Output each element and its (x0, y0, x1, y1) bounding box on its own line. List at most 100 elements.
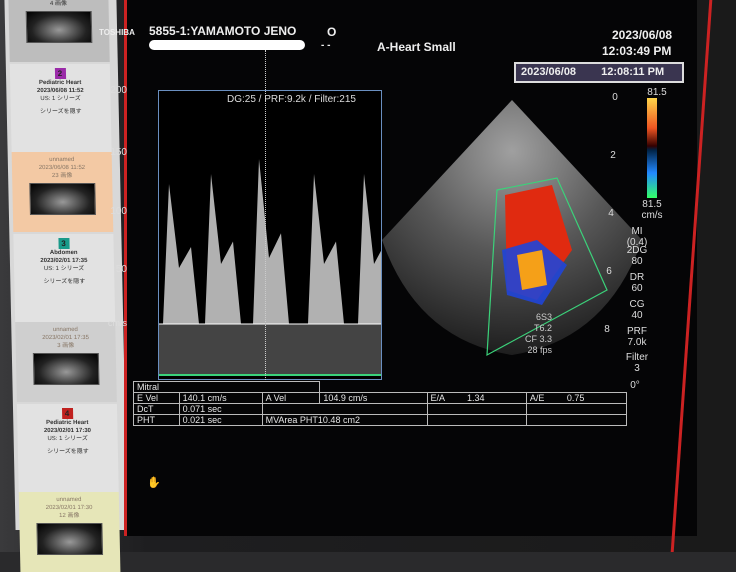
color-roi-box[interactable] (486, 177, 608, 357)
param-prf: PRF 7.0k (617, 326, 657, 348)
frozen-date: 2023/06/08 (521, 66, 577, 78)
param-filter: Filter 3 (617, 352, 657, 374)
y-tick: 200 (110, 85, 127, 96)
series-thumbnail[interactable] (25, 11, 93, 43)
cursor-hand-icon: ✋ (147, 477, 161, 489)
series-date: 2023/02/01 17:30 (45, 505, 93, 511)
param-value: (0.4) (626, 237, 648, 248)
depth-mark: 8 (604, 324, 610, 335)
hide-series-link[interactable]: シリーズを隠す (46, 449, 89, 455)
preset-name: A-Heart Small (377, 40, 456, 54)
param-label: DR (629, 272, 645, 283)
scale-unit: cm/s (641, 210, 663, 221)
param-2dg: 2DG 80 (617, 245, 657, 267)
series-card[interactable]: unnamed 2023/02/01 17:30 12 画像 (18, 492, 121, 572)
param-dr: DR 60 (617, 272, 657, 294)
reverse-flow-noise (159, 324, 381, 374)
y-tick: 50 (115, 264, 127, 275)
echo-sector-image (382, 100, 642, 357)
doppler-envelope (205, 174, 241, 324)
series-thumbnail[interactable] (36, 523, 104, 555)
image-count: 3 画像 (57, 343, 75, 349)
param-label: Filter (625, 352, 649, 363)
param-mi: MI (0.4) (617, 226, 657, 248)
param-cg: CG 40 (617, 299, 657, 321)
a-vel-label: A Vel (261, 392, 321, 404)
depth-mark: 4 (608, 208, 614, 219)
series-card[interactable]: unnamed 2023/06/08 11:52 23 画像 (11, 152, 114, 232)
param-value: 60 (631, 283, 643, 294)
frame-rate: 28 fps (527, 345, 553, 355)
series-name: unnamed (56, 497, 82, 503)
study-number-badge: 2 (54, 68, 66, 79)
param-label: MI (631, 226, 643, 237)
velocity-unit: cm/s (108, 318, 127, 328)
patient-name: 5855-1:YAMAMOTO JENO (149, 24, 297, 38)
ultrasound-screen: TOSHIBA 5855-1:YAMAMOTO JENO O - - A-Hea… (99, 0, 697, 536)
dots: - - (321, 40, 331, 51)
spectral-doppler-panel[interactable]: DG:25 / PRF:9.2k / Filter:215 (158, 90, 394, 380)
pht-label: PHT (133, 414, 180, 426)
color-velocity-scale (647, 98, 657, 198)
mva-label: MVArea PHT (265, 415, 318, 425)
study-name: Pediatric Heart (46, 420, 89, 426)
study-card[interactable]: 2 Pediatric Heart 2023/06/08 11:52 US: 1… (9, 64, 112, 152)
angle-correction: 0° (630, 380, 640, 391)
time: 12:03:49 PM (602, 44, 672, 58)
series-thumbnail[interactable] (29, 183, 96, 215)
param-label: 2DG (626, 245, 648, 256)
study-number-badge: 4 (61, 408, 73, 419)
param-label: CG (629, 299, 645, 310)
image-count: 12 画像 (59, 513, 80, 519)
study-date: 2023/02/01 17:30 (43, 428, 92, 434)
doppler-envelope (308, 174, 344, 324)
sample-cursor-line[interactable] (265, 50, 266, 380)
study-date: 2023/06/08 11:52 (36, 88, 84, 94)
y-tick: 100 (110, 206, 127, 217)
series-thumbnail[interactable] (32, 353, 100, 385)
image-count: 23 画像 (51, 173, 73, 179)
scale-max: 81.5 (647, 87, 667, 98)
ae-label: A/E (529, 393, 545, 403)
hide-series-link[interactable]: シリーズを隠す (39, 109, 82, 115)
dct-value: 0.071 (182, 404, 206, 414)
doppler-envelope (253, 159, 289, 324)
e-vel-label: E Vel (133, 392, 180, 404)
param-label: PRF (627, 326, 647, 337)
param-value: 3 (634, 363, 640, 374)
series-count: US: 1 シリーズ (47, 436, 88, 442)
dct-unit: sec (207, 404, 222, 414)
series-card[interactable]: unnamed 2023/02/01 17:35 3 画像 (15, 322, 117, 402)
series-date: 2023/06/08 11:52 (38, 165, 86, 171)
a-vel-value: 104.9 (323, 393, 346, 403)
param-value: 7.0k (627, 337, 647, 348)
ea-label: E/A (430, 393, 445, 403)
param-value: 40 (631, 310, 643, 321)
study-name: Abdomen (49, 250, 78, 256)
date: 2023/06/08 (612, 28, 673, 42)
a-vel-unit: cm/s (348, 393, 368, 403)
study-card[interactable]: 3 Abdomen 2023/02/01 17:35 US: 1 シリーズ シリ… (13, 234, 116, 322)
color-frequency: CF 3.3 (525, 334, 553, 344)
mva-value: 10.48 (317, 415, 341, 425)
probe-info: 6S3 T6.2 CF 3.3 28 fps (525, 312, 552, 356)
patient-id-redaction (149, 40, 305, 50)
image-count: 4 画像 (49, 1, 68, 7)
marker: O (327, 25, 337, 39)
depth-mark: 6 (606, 266, 612, 277)
color-flow-orange (517, 250, 547, 290)
study-name: Pediatric Heart (38, 80, 82, 86)
probe-name: 6S3 (536, 312, 553, 322)
mva-unit: cm2 (342, 415, 360, 425)
ea-value: 1.34 (467, 393, 485, 403)
e-vel-value: 140.1 (182, 393, 206, 403)
study-card[interactable]: 4 Pediatric Heart 2023/02/01 17:30 US: 1… (16, 404, 119, 492)
param-value: 80 (631, 256, 643, 267)
frozen-timestamp: 2023/06/08 12:08:11 PM (514, 62, 684, 83)
series-card[interactable]: 4 画像 (8, 0, 110, 62)
pht-value: 0.021 (182, 415, 206, 425)
e-vel-unit: cm/s (207, 393, 227, 403)
mitral-measurement-table: Mitral E Vel 140.1 cm/s A Vel 104.9 cm/s… (132, 381, 628, 426)
hide-series-link[interactable]: シリーズを隠す (43, 279, 86, 285)
scale-min: 81.5 (642, 199, 662, 210)
